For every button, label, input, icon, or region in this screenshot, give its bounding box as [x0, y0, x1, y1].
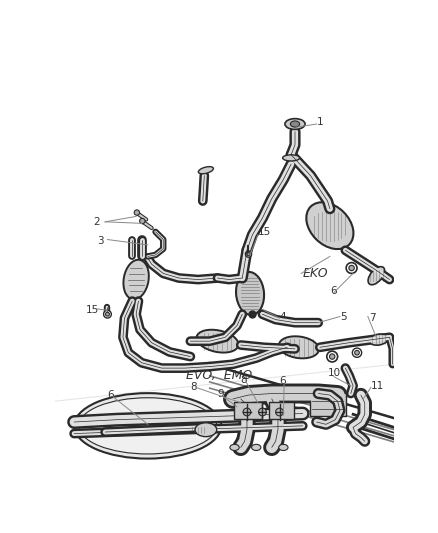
Ellipse shape	[290, 121, 300, 127]
Text: 5: 5	[340, 311, 346, 321]
Circle shape	[355, 350, 359, 355]
Ellipse shape	[285, 119, 305, 130]
Ellipse shape	[276, 408, 283, 416]
Text: 4: 4	[279, 311, 286, 321]
Ellipse shape	[279, 336, 319, 358]
Text: 8: 8	[241, 375, 247, 385]
Ellipse shape	[306, 202, 353, 249]
Text: 2: 2	[93, 217, 100, 227]
Text: 15: 15	[86, 305, 99, 316]
FancyBboxPatch shape	[310, 393, 346, 416]
Text: 15: 15	[258, 227, 271, 237]
Ellipse shape	[140, 219, 145, 224]
Circle shape	[106, 312, 110, 316]
Ellipse shape	[243, 408, 251, 416]
Ellipse shape	[195, 423, 217, 437]
Ellipse shape	[236, 272, 264, 315]
Ellipse shape	[74, 393, 221, 458]
Text: 9: 9	[218, 389, 224, 399]
Circle shape	[346, 263, 357, 273]
Text: 6: 6	[107, 390, 114, 400]
Ellipse shape	[230, 445, 239, 450]
Ellipse shape	[283, 155, 300, 161]
Ellipse shape	[79, 398, 217, 454]
FancyBboxPatch shape	[269, 402, 294, 419]
Ellipse shape	[134, 210, 140, 215]
Circle shape	[352, 348, 362, 357]
Circle shape	[349, 265, 354, 271]
Circle shape	[329, 354, 335, 359]
Ellipse shape	[198, 167, 213, 174]
Ellipse shape	[258, 408, 266, 416]
Circle shape	[327, 351, 338, 362]
Text: EVO,  EMO: EVO, EMO	[187, 369, 253, 382]
Text: 10: 10	[328, 368, 341, 378]
Circle shape	[245, 251, 251, 257]
Text: 7: 7	[369, 313, 375, 323]
Ellipse shape	[369, 334, 388, 345]
Text: 8: 8	[191, 382, 197, 392]
Text: 6: 6	[279, 376, 286, 386]
Text: EKO: EKO	[303, 267, 328, 280]
Text: 6: 6	[330, 286, 336, 296]
Text: 3: 3	[97, 236, 104, 246]
FancyBboxPatch shape	[234, 402, 262, 419]
Ellipse shape	[197, 330, 238, 353]
Ellipse shape	[251, 445, 261, 450]
Text: 8: 8	[132, 404, 139, 414]
Circle shape	[103, 310, 111, 318]
Ellipse shape	[368, 266, 385, 285]
Ellipse shape	[124, 260, 149, 300]
Circle shape	[247, 253, 250, 256]
Text: 11: 11	[371, 381, 384, 391]
Text: 1: 1	[317, 117, 323, 127]
Ellipse shape	[279, 445, 288, 450]
